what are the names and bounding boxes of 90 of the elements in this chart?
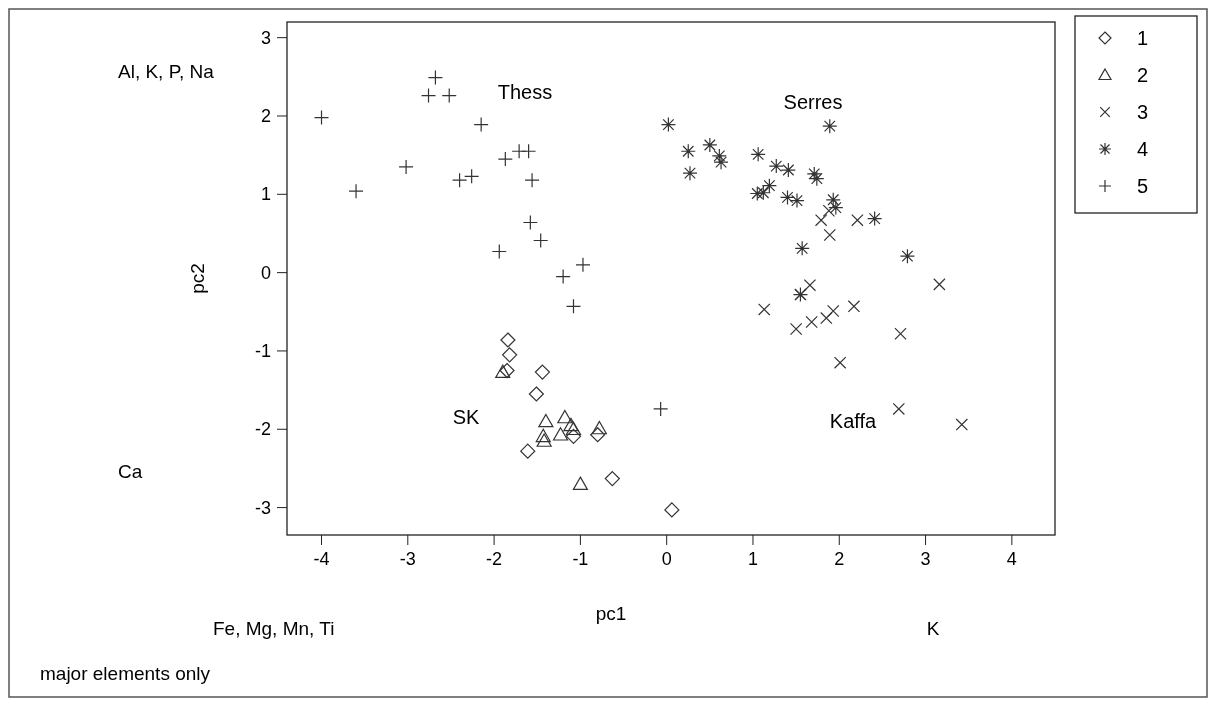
y-tick-label: 2: [260, 105, 271, 126]
x-tick-label: 3: [920, 549, 931, 569]
y-tick-label: 1: [260, 184, 271, 205]
point: [682, 165, 698, 181]
point: [955, 418, 968, 431]
point: [313, 109, 330, 126]
y-tick-label: -1: [254, 340, 271, 361]
point: [867, 210, 883, 227]
point: [851, 213, 864, 227]
legend-label: 5: [1137, 175, 1149, 197]
point: [713, 154, 729, 170]
x-tick-label: 2: [834, 549, 845, 569]
point: [794, 240, 810, 256]
y-tick-label: -2: [254, 419, 271, 440]
point: [892, 402, 906, 416]
text: Ca: [118, 461, 143, 482]
point: [809, 171, 825, 187]
point: [557, 409, 573, 424]
point: [590, 427, 606, 443]
point: [680, 143, 696, 159]
text: major elements only: [40, 663, 211, 684]
point: [822, 204, 836, 217]
point: [572, 476, 588, 490]
point: [806, 166, 822, 182]
annotation: Kaffa: [829, 410, 878, 432]
y-tick-label: -3: [254, 497, 271, 518]
point: [822, 118, 838, 134]
point: [552, 427, 569, 441]
point: [789, 192, 805, 209]
point: [823, 228, 836, 242]
point: [933, 278, 946, 291]
point: [828, 200, 844, 216]
y-tick-label: 3: [260, 27, 271, 48]
legend-label: 1: [1137, 27, 1149, 49]
point: [420, 88, 437, 104]
x-tick-label: -2: [486, 549, 503, 569]
x-tick-label: 1: [747, 549, 758, 569]
point: [749, 185, 765, 202]
point: [499, 362, 515, 379]
point: [899, 248, 916, 264]
annotation: Thess: [497, 81, 553, 103]
point: [761, 178, 777, 194]
point: [528, 386, 544, 402]
point: [758, 303, 771, 316]
point: [805, 315, 818, 329]
point: [604, 471, 620, 487]
point: [825, 192, 841, 208]
point: [534, 364, 551, 380]
point: [664, 502, 680, 518]
point: [789, 322, 803, 336]
point: [565, 298, 582, 314]
point: [660, 117, 677, 133]
point: [565, 421, 582, 436]
point: [779, 189, 796, 206]
text: K: [926, 618, 940, 639]
text: Al, K, P, Na: [118, 61, 215, 82]
point: [500, 332, 516, 348]
point: [520, 443, 536, 459]
point: [750, 146, 766, 162]
point: [814, 213, 828, 227]
legend-label: 3: [1137, 101, 1149, 123]
point: [847, 300, 861, 313]
point: [894, 327, 907, 340]
x-tick-label: 4: [1006, 549, 1017, 569]
point: [702, 137, 718, 153]
legend-label: 2: [1137, 64, 1149, 86]
x-axis-title: pc1: [595, 603, 627, 624]
annotation: Serres: [783, 91, 843, 113]
point: [538, 413, 554, 428]
point: [535, 428, 551, 443]
point: [565, 428, 582, 444]
point: [536, 433, 552, 447]
point: [827, 304, 840, 318]
x-tick-label: -1: [572, 549, 589, 569]
y-axis-title: pc2: [187, 263, 208, 294]
point: [502, 347, 518, 363]
point: [495, 364, 511, 378]
legend-label: 4: [1137, 138, 1149, 160]
point: [803, 278, 817, 292]
point: [820, 311, 833, 325]
point: [833, 356, 847, 369]
point: [711, 148, 727, 164]
text: Fe, Mg, Mn, Ti: [213, 618, 335, 639]
point: [563, 417, 579, 432]
y-tick-label: 0: [260, 262, 271, 283]
x-tick-label: -3: [399, 549, 416, 569]
x-tick-label: -4: [313, 549, 330, 569]
annotation: SK: [452, 406, 480, 428]
point: [591, 420, 607, 435]
x-tick-label: 0: [661, 549, 672, 569]
